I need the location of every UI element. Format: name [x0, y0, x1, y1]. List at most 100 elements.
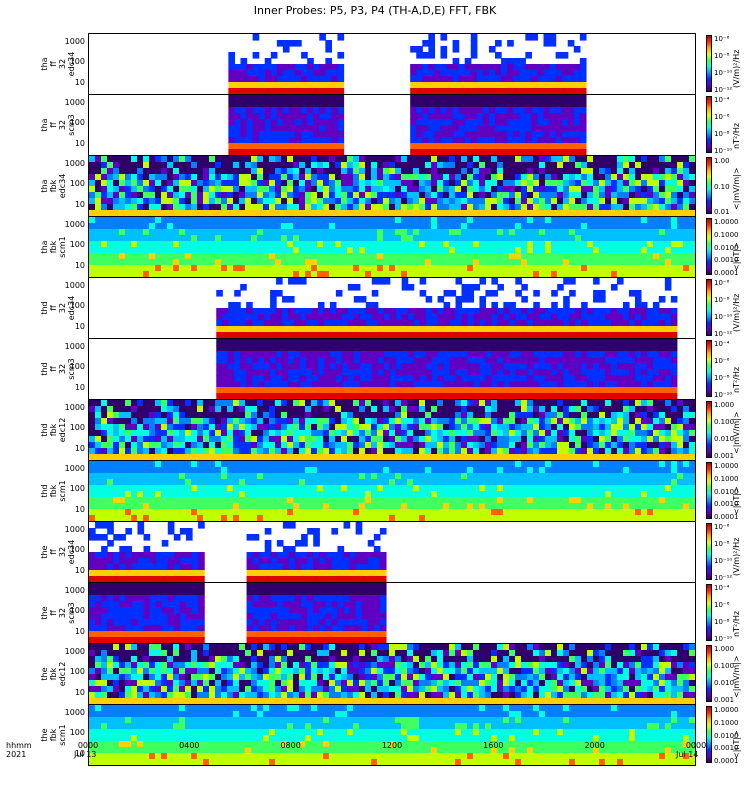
spectrogram-cell [365, 168, 372, 175]
spectrogram-cell [287, 198, 294, 205]
spectrogram-cell [89, 253, 96, 260]
spectrogram-cell [240, 326, 247, 333]
spectrogram-cell [341, 247, 348, 254]
spectrogram-cell [299, 259, 306, 266]
spectrogram-cell [377, 156, 384, 163]
spectrogram-cell [191, 229, 198, 236]
spectrogram-cell [257, 174, 264, 181]
spectrogram-cell [119, 210, 126, 216]
spectrogram-cell [293, 259, 300, 266]
spectrogram-cell [497, 204, 504, 211]
spectrogram-cell [89, 424, 96, 431]
spectrogram-cell [234, 387, 241, 394]
spectrogram-cell [359, 375, 367, 382]
spectrogram-cell [317, 345, 325, 352]
spectrogram-cell [323, 235, 330, 242]
spectrogram-cell [455, 210, 462, 216]
spectrogram-cell [179, 198, 186, 205]
spectrogram-cell [282, 119, 290, 126]
spectrogram-cell [365, 210, 372, 216]
spectrogram-cell [671, 265, 678, 272]
spectrogram-cell [203, 436, 210, 443]
spectrogram-cell [557, 265, 564, 272]
spectrogram-cell [347, 180, 354, 187]
spectrogram-cell [167, 430, 174, 437]
spectrogram-cell [401, 308, 409, 315]
spectrogram-cell [476, 95, 484, 102]
spectrogram-cell [233, 265, 240, 272]
spectrogram-cell [359, 162, 366, 169]
spectrogram-cell [551, 247, 558, 254]
spectrogram-cell [635, 174, 642, 181]
spectrogram-cell [587, 363, 594, 370]
spectrogram-cell [167, 174, 174, 181]
spectrogram-cell [287, 168, 294, 175]
spectrogram-cell [149, 180, 156, 187]
spectrogram-cell [605, 217, 612, 224]
spectrogram-cell [317, 369, 325, 376]
spectrogram-cell [677, 162, 684, 169]
colorbar-tick: 10⁻⁸ [714, 130, 730, 138]
spectrogram-cell [452, 88, 460, 94]
spectrogram-cell [458, 64, 466, 71]
spectrogram-cell [228, 131, 236, 138]
spectrogram-cell [503, 204, 510, 211]
spectrogram-cell [401, 406, 408, 413]
spectrogram-cell [353, 235, 360, 242]
spectrogram-cell [573, 131, 581, 138]
spectrogram-image [89, 217, 695, 277]
spectrogram-cell [488, 101, 496, 108]
spectrogram-cell [431, 180, 438, 187]
spectrogram-cell [485, 412, 492, 419]
spectrogram-cell [519, 131, 526, 138]
spectrogram-cell [323, 314, 331, 321]
spectrogram-cell [509, 156, 516, 163]
spectrogram-cell [251, 186, 258, 193]
spectrogram-cell [101, 448, 108, 455]
spectrogram-cell [282, 369, 289, 376]
spectrogram-cell [557, 375, 564, 382]
spectrogram-cell [359, 229, 366, 236]
spectrogram-cell [89, 400, 96, 407]
spectrogram-cell [413, 162, 420, 169]
spectrogram-cell [491, 229, 498, 236]
spectrogram-cell [307, 137, 314, 144]
spectrogram-cell [288, 64, 296, 71]
spectrogram-cell [539, 217, 546, 224]
spectrogram-cell [341, 454, 348, 460]
spectrogram-cell [551, 180, 558, 187]
spectrogram-cell [419, 345, 427, 352]
spectrogram-cell [276, 107, 284, 114]
spectrogram-cell [617, 326, 624, 333]
spectrogram-cell [234, 314, 241, 321]
spectrogram-cell [467, 387, 475, 394]
spectrogram-cell [234, 125, 242, 132]
spectrogram-cell [101, 400, 108, 407]
spectrogram-cell [222, 375, 229, 382]
spectrogram-cell [515, 253, 522, 260]
spectrogram-cell [658, 320, 666, 327]
spectrogram-cell [329, 259, 336, 266]
spectrogram-cell [319, 76, 326, 83]
spectrogram-cell [646, 363, 654, 370]
spectrogram-cell [305, 162, 312, 169]
spectrogram-cell [509, 448, 516, 455]
spectrogram-cell [581, 448, 588, 455]
spectrogram-cell [317, 247, 324, 254]
spectrogram-cell [107, 223, 114, 230]
spectrogram-cell [461, 393, 469, 399]
spectrogram-cell [581, 229, 588, 236]
spectrogram-cell [264, 387, 271, 394]
spectrogram-cell [587, 168, 594, 175]
spectrogram-cell [299, 210, 306, 216]
spectrogram-cell [476, 88, 484, 94]
spectrogram-cell [299, 198, 306, 205]
spectrogram-cell [634, 290, 642, 297]
spectrogram-cell [491, 204, 498, 211]
spectrogram-cell [383, 265, 390, 272]
spectrogram-cell [507, 82, 514, 89]
spectrogram-cell [307, 143, 314, 150]
spectrogram-cell [581, 314, 588, 321]
spectrogram-cell [101, 430, 108, 437]
spectrogram-cell [634, 296, 642, 303]
